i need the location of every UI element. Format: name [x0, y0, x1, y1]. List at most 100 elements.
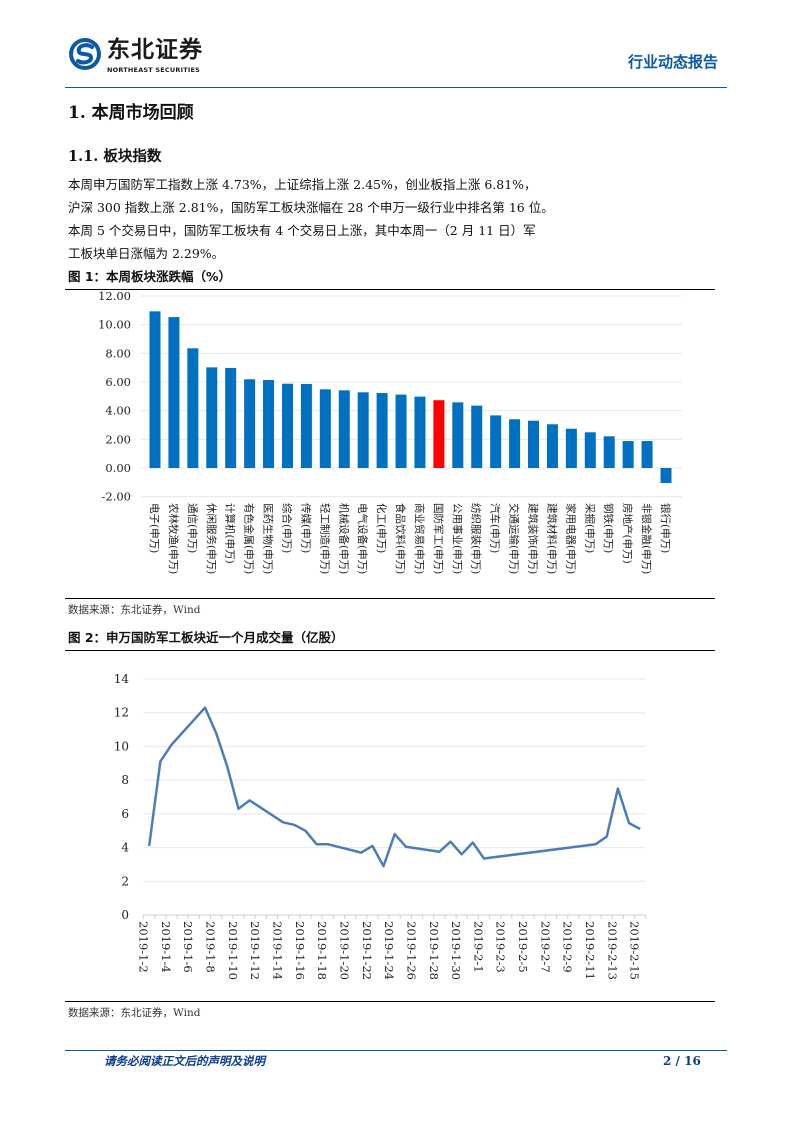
x-tick-label: 2019-1-16 — [293, 921, 307, 980]
x-tick-label: 商业贸易(申万) — [413, 503, 426, 574]
x-tick-label: 2019-2-1 — [471, 921, 485, 973]
bar — [300, 384, 312, 468]
x-tick-label: 2019-1-10 — [226, 921, 240, 980]
bar — [357, 392, 369, 468]
footer-disclaimer: 请务必阅读正文后的声明及说明 — [104, 1054, 265, 1068]
x-tick-label: 2019-2-3 — [494, 921, 508, 973]
y-tick-label: 8.00 — [105, 346, 131, 360]
bar — [263, 379, 275, 468]
report-type: 行业动态报告 — [628, 53, 719, 71]
bar — [584, 432, 596, 468]
y-tick-label: -2.00 — [102, 490, 132, 504]
figure2-source: 数据来源：东北证券，Wind — [68, 1007, 201, 1019]
bar — [376, 393, 388, 468]
x-tick-label: 轻工制造(申万) — [318, 503, 331, 574]
x-tick-label: 食品饮料(申万) — [394, 503, 407, 574]
x-tick-label: 2019-2-13 — [605, 921, 619, 980]
x-tick-label: 电子(申万) — [148, 503, 161, 553]
bar — [622, 441, 634, 468]
y-tick-label: 0.00 — [105, 461, 131, 475]
x-tick-label: 化工(申万) — [375, 503, 388, 553]
x-tick-label: 2019-1-4 — [159, 921, 173, 973]
y-tick-label: 6 — [121, 807, 129, 821]
y-tick-label: 4 — [121, 841, 129, 855]
bar — [281, 383, 293, 468]
x-tick-label: 2019-1-22 — [360, 921, 374, 980]
bar — [509, 419, 521, 468]
bar — [546, 424, 558, 468]
x-tick-label: 休闲服务(申万) — [205, 503, 218, 574]
section-heading: 1. 本周市场回顾 — [68, 103, 194, 123]
bar — [244, 379, 256, 468]
x-tick-label: 纺织服装(申万) — [470, 503, 483, 574]
paragraph-line: 本周 5 个交易日中，国防军工板块有 4 个交易日上涨，其中本周一（2 月 11… — [68, 223, 536, 238]
x-tick-label: 医药生物(申万) — [262, 503, 275, 574]
y-tick-label: 14 — [114, 672, 130, 686]
figure1-source: 数据来源：东北证券，Wind — [68, 604, 201, 616]
x-tick-label: 2019-1-14 — [271, 921, 285, 980]
figure2-bottom-rule — [65, 1001, 715, 1002]
bar — [149, 311, 161, 468]
x-tick-label: 农林牧渔(申万) — [167, 503, 180, 574]
x-tick-label: 家用电器(申万) — [564, 503, 577, 574]
x-tick-label: 2019-1-24 — [382, 921, 396, 980]
x-tick-label: 2019-1-20 — [337, 921, 351, 980]
y-tick-label: 0 — [121, 908, 129, 922]
x-tick-label: 银行(申万) — [659, 503, 672, 553]
x-tick-label: 传媒(申万) — [299, 503, 312, 553]
y-tick-label: 10.00 — [98, 318, 131, 332]
bar — [641, 441, 653, 468]
bar — [338, 390, 350, 468]
x-tick-label: 综合(申万) — [280, 503, 293, 553]
figure2-caption: 图 2：申万国防军工板块近一个月成交量（亿股） — [68, 630, 344, 645]
x-tick-label: 通信(申万) — [186, 503, 199, 553]
x-tick-label: 2019-2-7 — [538, 921, 552, 973]
volume-line — [147, 706, 641, 868]
x-tick-label: 采掘(申万) — [583, 503, 596, 553]
northeast-securities-logo-icon — [69, 38, 101, 70]
x-tick-label: 交通运输(申万) — [508, 503, 521, 574]
x-tick-label: 2019-1-12 — [248, 921, 262, 980]
x-tick-label: 2019-2-9 — [561, 921, 575, 973]
paragraph-line: 沪深 300 指数上涨 2.81%，国防军工板块涨幅在 28 个申万一级行业中排… — [68, 200, 554, 215]
x-tick-label: 2019-1-26 — [404, 921, 418, 980]
y-tick-label: 6.00 — [105, 375, 131, 389]
brand-name-cn: 东北证券 — [107, 37, 203, 63]
paragraph-line: 工板块单日涨幅为 2.29%。 — [68, 246, 225, 261]
x-tick-label: 有色金属(申万) — [243, 503, 256, 574]
body-paragraph: 本周申万国防军工指数上涨 4.73%，上证综指上涨 2.45%，创业板指上涨 6… — [68, 173, 738, 265]
x-tick-label: 2019-2-11 — [583, 921, 597, 980]
bar — [603, 436, 615, 468]
x-tick-label: 房地产(申万) — [621, 503, 634, 564]
y-tick-label: 2.00 — [105, 432, 131, 446]
bar — [528, 420, 540, 468]
x-tick-label: 机械设备(申万) — [337, 503, 350, 574]
figure1-bottom-rule — [65, 598, 715, 599]
brand-name-en: NORTHEAST SECURITIES — [107, 66, 200, 74]
bar — [206, 367, 218, 468]
figure2-top-rule — [65, 650, 715, 651]
y-tick-label: 4.00 — [105, 404, 131, 418]
x-tick-label: 2019-1-18 — [315, 921, 329, 980]
bar — [660, 468, 672, 484]
figure1-top-rule — [65, 289, 715, 290]
x-tick-label: 2019-1-28 — [427, 921, 441, 980]
bar — [187, 348, 199, 468]
page-number: 2 / 16 — [663, 1054, 701, 1068]
x-tick-label: 2019-1-2 — [137, 921, 151, 973]
y-tick-label: 12.00 — [98, 289, 131, 303]
figure1-caption: 图 1：本周板块涨跌幅（%） — [68, 269, 232, 284]
bar — [471, 405, 483, 468]
x-tick-label: 计算机(申万) — [224, 503, 237, 564]
paragraph-line: 本周申万国防军工指数上涨 4.73%，上证综指上涨 2.45%，创业板指上涨 6… — [68, 177, 537, 192]
bar — [414, 396, 426, 468]
bar — [168, 317, 180, 468]
bar — [565, 428, 577, 468]
bar — [490, 415, 502, 468]
footer-divider — [65, 1050, 727, 1051]
bar — [225, 367, 237, 468]
bar — [452, 402, 464, 468]
